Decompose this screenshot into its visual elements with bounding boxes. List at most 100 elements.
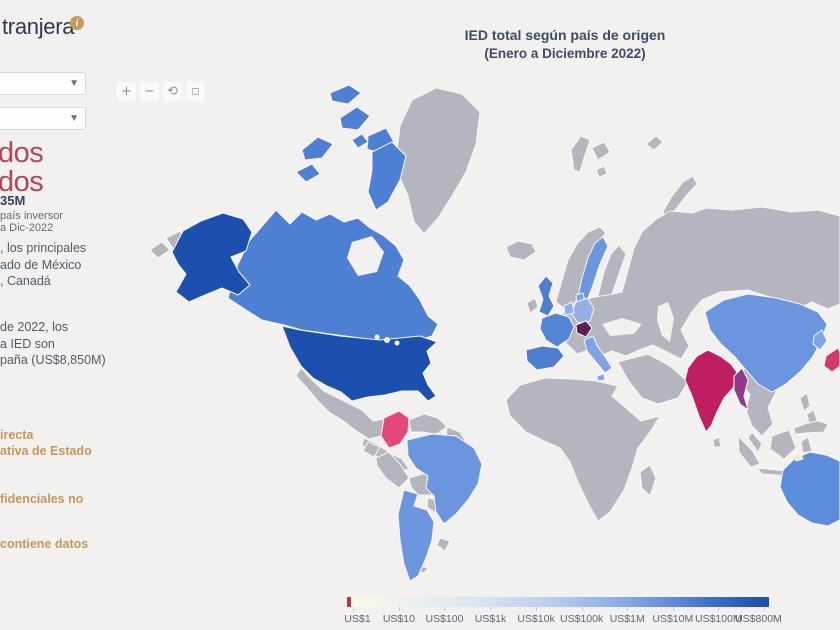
fit-view-icon[interactable]: ◻ [186, 82, 205, 101]
sidebar-paragraph-2: de 2022, los a IED son paña (US$8,850M) [0, 320, 106, 367]
country-philippines[interactable] [799, 392, 811, 412]
country-france[interactable] [539, 312, 575, 348]
region-alaska[interactable] [171, 212, 253, 303]
black-sea [602, 318, 642, 336]
map-zoom-controls: + − ⟲ ◻ [117, 82, 205, 101]
legend-gradient [351, 597, 769, 607]
legend-gradient-bar [347, 597, 769, 607]
top-investor-caption: país inversor [0, 210, 63, 222]
chevron-down-icon: ▼ [69, 112, 79, 124]
info-icon[interactable]: i [70, 16, 84, 30]
region-svalbard-3[interactable] [595, 165, 608, 178]
legend-label: US$10k [517, 613, 555, 625]
legend-tick [581, 607, 583, 611]
sidebar-note-1: irecta ativa de Estado [0, 428, 92, 458]
country-italy[interactable] [583, 335, 613, 374]
country-india[interactable] [684, 349, 739, 433]
hudson-bay [347, 236, 384, 276]
region-arctic-island-2[interactable] [339, 106, 371, 131]
region-chukotka[interactable] [149, 241, 171, 259]
island-borneo[interactable] [769, 429, 797, 460]
country-peru[interactable] [375, 451, 410, 489]
region-arctic-island-6[interactable] [351, 133, 369, 149]
region-svalbard[interactable] [570, 135, 591, 173]
island-sumatra[interactable] [737, 435, 761, 468]
country-ireland[interactable] [526, 297, 539, 314]
country-colombia[interactable] [380, 410, 410, 449]
country-sri-lanka[interactable] [712, 436, 722, 448]
top-investor-name: dos dos [0, 137, 44, 198]
sidebar-note-3: contiene datos [0, 537, 89, 551]
region-benelux[interactable] [563, 301, 575, 316]
color-legend: US$1 US$10 US$100 US$1k US$10k US$100k U… [344, 597, 782, 627]
country-china[interactable] [704, 293, 828, 393]
country-philippines-2[interactable] [806, 409, 818, 424]
sidebar-note-2: fidenciales no [0, 492, 84, 506]
chevron-down-icon: ▼ [69, 77, 79, 89]
reset-view-icon[interactable]: ⟲ [163, 82, 182, 101]
country-iceland[interactable] [505, 240, 537, 261]
region-arctic-island-3[interactable] [329, 84, 362, 105]
country-sweden[interactable] [576, 236, 609, 304]
great-lake [384, 337, 390, 343]
country-timor[interactable] [792, 452, 804, 462]
region-iberia[interactable] [525, 345, 565, 371]
country-greenland[interactable] [395, 87, 481, 235]
region-malaysia[interactable] [747, 431, 763, 453]
region-africa-no-data[interactable] [505, 377, 661, 522]
region-argentina-chile[interactable] [397, 489, 435, 582]
great-lake [394, 340, 400, 346]
legend-tick [444, 607, 446, 611]
region-arctic-island-5[interactable] [295, 163, 321, 183]
legend-tick [490, 607, 492, 611]
legend-tick [718, 607, 720, 611]
legend-tick [672, 607, 674, 611]
legend-tick [353, 607, 355, 611]
legend-label: US$1 [344, 613, 371, 625]
great-lake [374, 334, 380, 340]
country-korea[interactable] [812, 329, 828, 351]
country-canada[interactable] [227, 209, 439, 349]
zoom-in-button[interactable]: + [117, 82, 136, 101]
region-baffin-island[interactable] [367, 141, 407, 211]
filter-dropdown-1[interactable]: ▼ [0, 72, 86, 95]
country-venezuela[interactable] [408, 413, 448, 435]
country-ecuador[interactable] [362, 441, 381, 458]
legend-label: US$800M [735, 613, 782, 625]
legend-label: US$1k [474, 613, 507, 625]
top-investor-period: a Dic-2022 [0, 222, 54, 234]
legend-label: US$10M [652, 613, 694, 625]
top-investor-amount: 35M [0, 193, 26, 208]
country-brazil[interactable] [406, 433, 483, 525]
legend-tick [398, 607, 400, 611]
sidebar-paragraph-1: , los principales ado de México , Canadá [0, 241, 87, 288]
island-sulawesi[interactable] [800, 436, 813, 454]
legend-tick [536, 607, 538, 611]
filter-dropdown-2[interactable]: ▼ [0, 107, 86, 130]
country-uruguay[interactable] [436, 537, 451, 552]
country-switzerland[interactable] [575, 320, 593, 338]
legend-tick [627, 607, 629, 611]
region-arabia[interactable] [617, 353, 689, 405]
legend-label: US$100M [695, 613, 742, 625]
country-australia[interactable] [779, 451, 840, 527]
country-madagascar[interactable] [639, 464, 657, 497]
legend-label: US$10 [382, 613, 415, 625]
legend-negative-segment [347, 597, 351, 607]
caspian-sea [657, 302, 674, 342]
page-title-fragment: tranjera [2, 14, 75, 39]
country-uk[interactable] [537, 275, 555, 317]
island-sicily[interactable] [596, 373, 606, 382]
zoom-out-button[interactable]: − [140, 82, 159, 101]
legend-tick [763, 607, 765, 611]
region-svalbard-2[interactable] [591, 141, 611, 161]
region-myanmar-bangladesh[interactable] [733, 367, 749, 411]
country-japan[interactable] [823, 347, 840, 373]
legend-label: US$100k [560, 613, 604, 625]
legend-label: US$100 [425, 613, 464, 625]
region-arctic-island-1[interactable] [301, 136, 334, 161]
region-franz-josef[interactable] [645, 135, 664, 151]
legend-label: US$1M [609, 613, 645, 625]
map-title: IED total según país de origen (Enero a … [464, 27, 666, 61]
